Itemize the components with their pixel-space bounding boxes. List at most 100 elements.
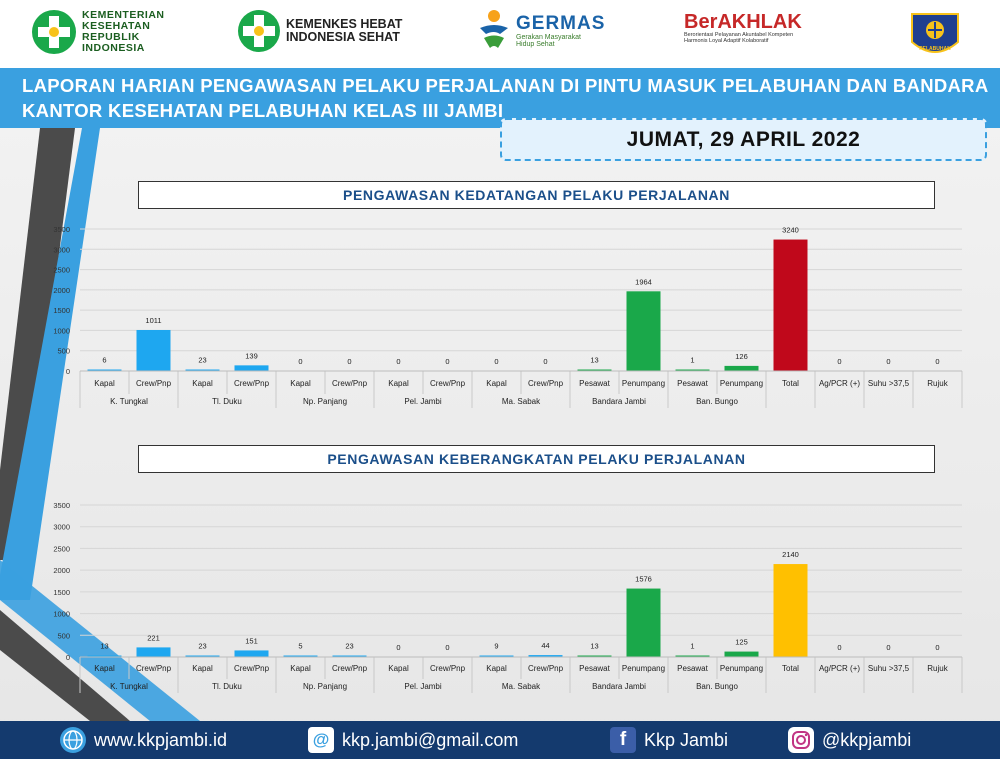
bar — [185, 369, 220, 371]
departure-chart-title-box: PENGAWASAN KEBERANGKATAN PELAKU PERJALAN… — [138, 445, 935, 473]
germas-emblem-icon — [480, 10, 508, 48]
report-title: LAPORAN HARIAN PENGAWASAN PELAKU PERJALA… — [22, 75, 989, 96]
category-label: Kapal — [388, 379, 409, 388]
hebat-line-1: KEMENKES HEBAT — [286, 16, 403, 31]
data-label: 1 — [690, 642, 694, 651]
arrival-chart-title: PENGAWASAN KEDATANGAN PELAKU PERJALANAN — [343, 187, 730, 203]
data-label: 0 — [886, 357, 890, 366]
facebook-text: Kkp Jambi — [644, 729, 729, 750]
data-label: 0 — [935, 357, 939, 366]
category-label: Crew/Pnp — [234, 664, 270, 673]
email-text: kkp.jambi@gmail.com — [342, 729, 519, 750]
y-tick-label: 2500 — [53, 544, 70, 553]
category-label: Rujuk — [927, 379, 948, 388]
category-label: Pesawat — [579, 379, 610, 388]
data-label: 0 — [396, 357, 400, 366]
category-label: Kapal — [94, 664, 115, 673]
germas-tagline-2: Hidup Sehat — [516, 40, 555, 48]
y-tick-label: 0 — [66, 653, 70, 662]
y-tick-label: 1500 — [53, 306, 70, 315]
bar — [577, 655, 612, 657]
data-label: 23 — [198, 642, 206, 651]
bar — [87, 655, 122, 657]
data-label: 6 — [102, 356, 106, 365]
bar — [724, 365, 759, 371]
footer-instagram[interactable]: @kkpjambi — [788, 727, 911, 753]
kemenkes-line-2: KESEHATAN — [82, 19, 151, 32]
footer-website[interactable]: www.kkpjambi.id — [60, 727, 227, 753]
category-label: Total — [782, 664, 799, 673]
category-label: Penumpang — [622, 379, 665, 388]
category-label: Penumpang — [720, 379, 763, 388]
data-label: 9 — [494, 642, 498, 651]
data-label: 3240 — [782, 226, 799, 235]
group-label: Ban. Bungo — [696, 682, 738, 691]
bar — [479, 655, 514, 657]
data-label: 0 — [445, 357, 449, 366]
globe-icon — [60, 727, 86, 753]
group-label: Np. Panjang — [303, 682, 347, 691]
footer-email[interactable]: @ kkp.jambi@gmail.com — [308, 727, 518, 753]
footer-facebook[interactable]: f Kkp Jambi — [610, 727, 728, 753]
germas-logo: GERMAS Gerakan Masyarakat Hidup Sehat — [476, 8, 605, 54]
y-tick-label: 1000 — [53, 610, 70, 619]
category-label: Crew/Pnp — [234, 379, 270, 388]
category-label: Rujuk — [927, 664, 948, 673]
category-label: Total — [782, 379, 799, 388]
hebat-emblem-icon — [238, 10, 280, 52]
bar — [87, 369, 122, 371]
category-label: Pesawat — [677, 664, 708, 673]
data-label: 13 — [590, 642, 598, 651]
kemenkes-hebat-logo: KEMENKES HEBAT INDONESIA SEHAT — [236, 8, 402, 54]
date-box: JUMAT, 29 APRIL 2022 — [500, 118, 987, 161]
group-label: Tl. Duku — [212, 682, 242, 691]
berakhlak-name: BerAKHLAK — [684, 11, 802, 33]
bar — [626, 291, 661, 371]
group-label: Pel. Jambi — [404, 682, 442, 691]
data-label: 0 — [837, 357, 841, 366]
y-tick-label: 0 — [66, 367, 70, 376]
y-tick-label: 1500 — [53, 588, 70, 597]
category-label: Crew/Pnp — [332, 379, 368, 388]
group-label: Bandara Jambi — [592, 682, 646, 691]
bar — [724, 651, 759, 657]
bar — [528, 655, 563, 657]
website-text: www.kkpjambi.id — [94, 729, 228, 750]
y-tick-label: 500 — [57, 347, 70, 356]
category-label: Penumpang — [720, 664, 763, 673]
group-label: Ban. Bungo — [696, 397, 738, 406]
group-label: K. Tungkal — [110, 397, 148, 406]
data-label: 0 — [935, 643, 939, 652]
y-tick-label: 2000 — [53, 566, 70, 575]
category-label: Crew/Pnp — [430, 664, 466, 673]
y-tick-label: 2500 — [53, 266, 70, 275]
bar — [675, 655, 710, 657]
category-label: Kapal — [486, 664, 507, 673]
group-label: Np. Panjang — [303, 397, 347, 406]
bar — [283, 655, 318, 657]
data-label: 13 — [100, 642, 108, 651]
bar — [675, 369, 710, 371]
bar — [234, 650, 269, 657]
data-label: 0 — [494, 357, 498, 366]
report-date: JUMAT, 29 APRIL 2022 — [626, 127, 861, 151]
data-label: 125 — [735, 638, 748, 647]
data-label: 139 — [245, 351, 258, 360]
bar — [136, 329, 171, 371]
category-label: Kapal — [290, 664, 311, 673]
data-label: 126 — [735, 352, 748, 361]
y-tick-label: 3000 — [53, 245, 70, 254]
emblem-label: PELABUHAN — [919, 46, 951, 52]
data-label: 0 — [543, 357, 547, 366]
bar — [136, 647, 171, 657]
bar — [577, 369, 612, 371]
category-label: Kapal — [486, 379, 507, 388]
decorative-stripes — [0, 128, 200, 721]
bar — [234, 365, 269, 371]
instagram-text: @kkpjambi — [822, 729, 912, 750]
category-label: Kapal — [388, 664, 409, 673]
berakhlak-tagline-2: Harmonis Loyal Adaptif Kolaboratif — [684, 37, 769, 44]
data-label: 0 — [396, 643, 400, 652]
category-label: Crew/Pnp — [136, 379, 172, 388]
